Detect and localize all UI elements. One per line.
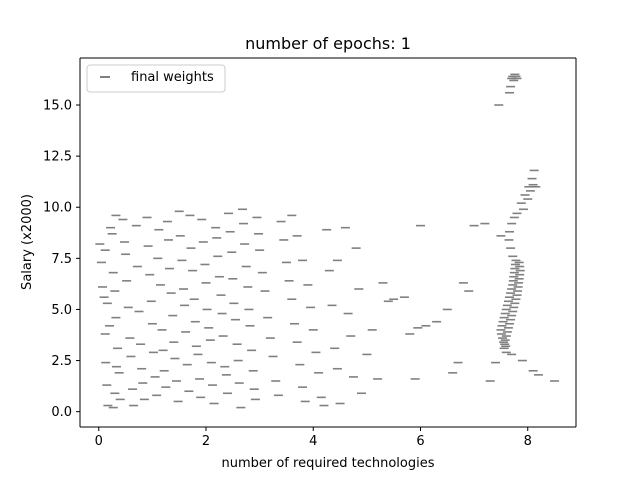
y-tick-label: 15.0 (43, 99, 72, 114)
axes (79, 57, 577, 428)
y-axis-ticks: 0.0 2.5 5.0 7.5 10.0 12.5 15.0 (43, 99, 80, 420)
x-tick-label: 4 (309, 434, 317, 449)
x-tick-label: 0 (95, 434, 103, 449)
legend-box (86, 64, 226, 93)
plot-area (80, 58, 576, 427)
x-axis-ticks: 0 2 4 6 8 (95, 427, 532, 449)
y-tick-label: 5.0 (51, 303, 72, 318)
x-tick-label: 2 (202, 434, 210, 449)
y-tick-label: 7.5 (51, 252, 72, 267)
x-tick-label: 8 (524, 434, 532, 449)
x-axis-title: number of required technologies (221, 456, 434, 471)
y-tick-label: 0.0 (51, 405, 72, 420)
legend-label: final weights (131, 70, 214, 85)
y-tick-label: 12.5 (43, 150, 72, 165)
chart-title: number of epochs: 1 (245, 34, 411, 53)
legend: final weights (86, 64, 226, 93)
y-tick-label: 2.5 (51, 354, 72, 369)
y-axis-title: Salary (x2000) (20, 194, 35, 290)
x-tick-label: 6 (416, 434, 424, 449)
data-marks (95, 73, 560, 409)
y-tick-label: 10.0 (43, 201, 72, 216)
